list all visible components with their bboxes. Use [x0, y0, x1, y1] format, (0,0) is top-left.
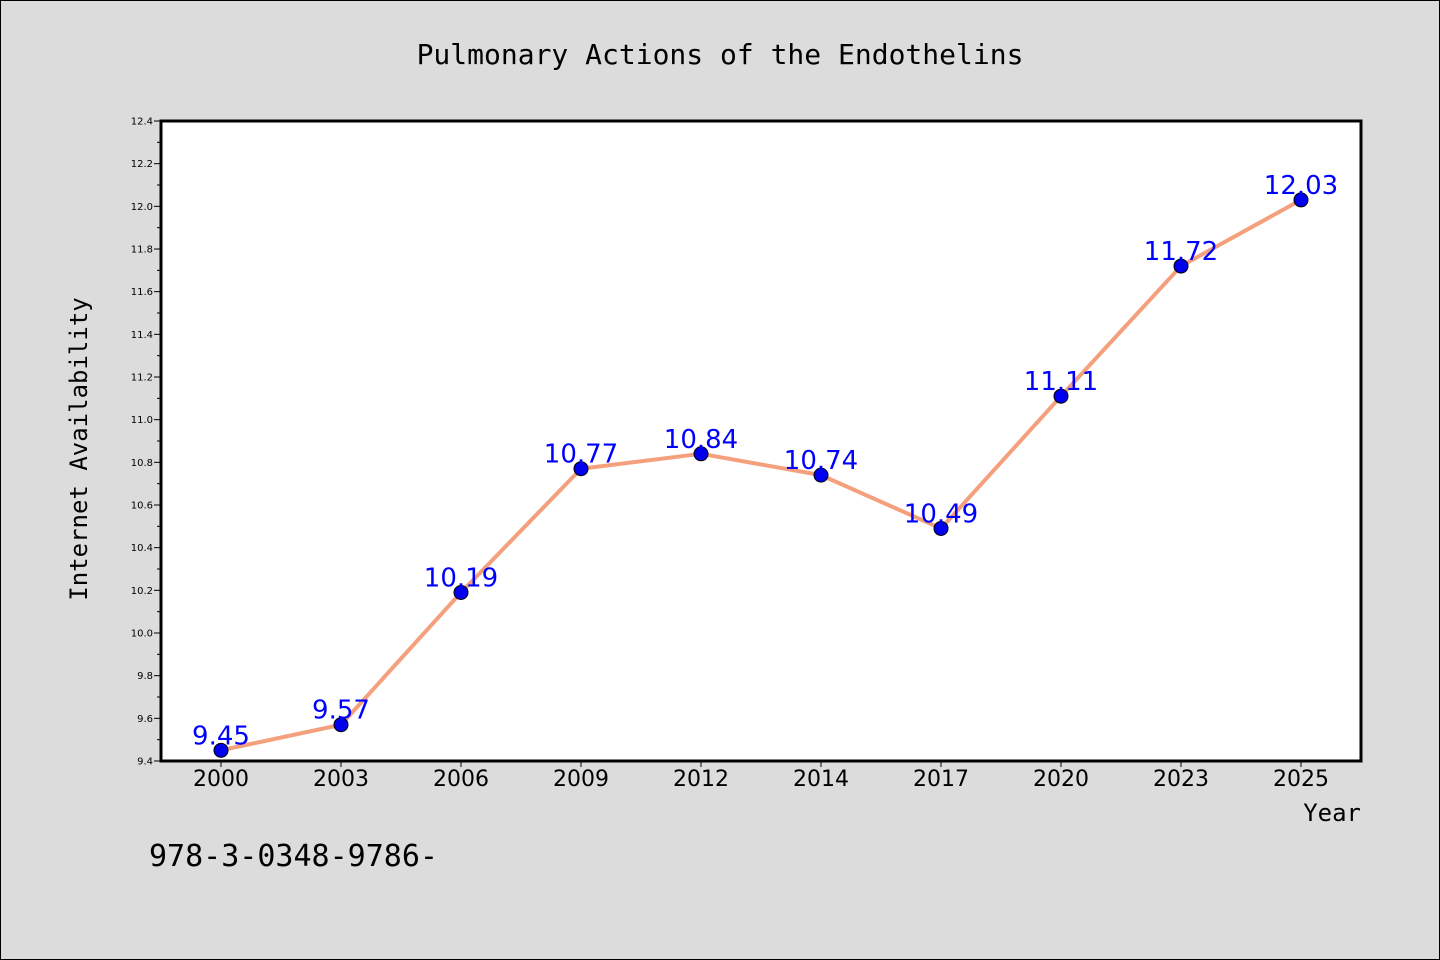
- data-label: 9.57: [312, 696, 370, 726]
- y-tick-label: 10.8: [131, 458, 153, 469]
- data-label: 10.74: [784, 446, 858, 476]
- data-point: [1053, 388, 1069, 404]
- y-tick-label: 11.0: [131, 415, 153, 426]
- data-point: [573, 461, 589, 477]
- y-tick-label: 9.8: [137, 671, 153, 682]
- data-point: [453, 584, 469, 600]
- x-tick-label: 2017: [913, 767, 969, 792]
- x-tick-label: 2006: [433, 767, 489, 792]
- x-tick-label: 2023: [1153, 767, 1209, 792]
- y-tick-label: 12.4: [131, 117, 153, 128]
- data-label: 12.03: [1264, 171, 1338, 201]
- y-tick-label: 10.0: [131, 629, 153, 640]
- y-tick-label: 11.4: [131, 330, 153, 341]
- x-tick-label: 2025: [1273, 767, 1329, 792]
- data-label: 11.72: [1144, 237, 1218, 267]
- y-tick-label: 11.6: [131, 287, 153, 298]
- plot-area: [161, 121, 1361, 761]
- x-tick-label: 2000: [193, 767, 249, 792]
- footer-text: 978-3-0348-9786-: [149, 839, 438, 874]
- y-tick-label: 10.4: [131, 543, 153, 554]
- data-point: [213, 742, 229, 758]
- y-tick-label: 12.0: [131, 202, 153, 213]
- x-tick-label: 2014: [793, 767, 849, 792]
- chart-title: Pulmonary Actions of the Endothelins: [417, 38, 1024, 71]
- data-point: [933, 520, 949, 536]
- x-axis: 2000 2003 2006 2009 2012 2014 2017 2020 2023 2025: [193, 761, 1329, 792]
- x-tick-label: 2009: [553, 767, 609, 792]
- x-tick-label: 2012: [673, 767, 729, 792]
- y-tick-label: 10.2: [131, 586, 153, 597]
- y-axis: 9.4 9.6 9.8 10.0 10.2 10.4 10.6 10.8 11.0 11.2 11.…: [131, 117, 161, 768]
- y-tick-label: 9.6: [137, 714, 153, 725]
- data-point: [813, 467, 829, 483]
- x-tick-label: 2020: [1033, 767, 1089, 792]
- plot-frame: [159, 119, 1363, 763]
- data-label: 10.49: [904, 499, 978, 529]
- y-tick-label: 11.8: [131, 245, 153, 256]
- data-point: [693, 446, 709, 462]
- y-axis-label: Internet Availability: [65, 297, 93, 600]
- data-label: 9.45: [192, 721, 250, 751]
- data-point: [1293, 192, 1309, 208]
- y-tick-label: 9.4: [137, 757, 153, 768]
- y-tick-label: 11.2: [131, 373, 153, 384]
- series-line: [219, 197, 1303, 753]
- x-tick-label: 2003: [313, 767, 369, 792]
- data-label: 11.11: [1024, 367, 1098, 397]
- y-tick-label: 12.2: [131, 159, 153, 170]
- x-axis-label: Year: [1303, 799, 1361, 827]
- data-label: 10.84: [664, 425, 738, 455]
- data-point: [333, 717, 349, 733]
- data-point: [1173, 258, 1189, 274]
- data-label: 10.19: [424, 563, 498, 593]
- data-label: 10.77: [544, 440, 618, 470]
- y-tick-label: 10.6: [131, 501, 153, 512]
- series-layer: 9.45 9.57 10.19 10.77 10.84 10.74 10.49 11.11 11…: [192, 171, 1338, 758]
